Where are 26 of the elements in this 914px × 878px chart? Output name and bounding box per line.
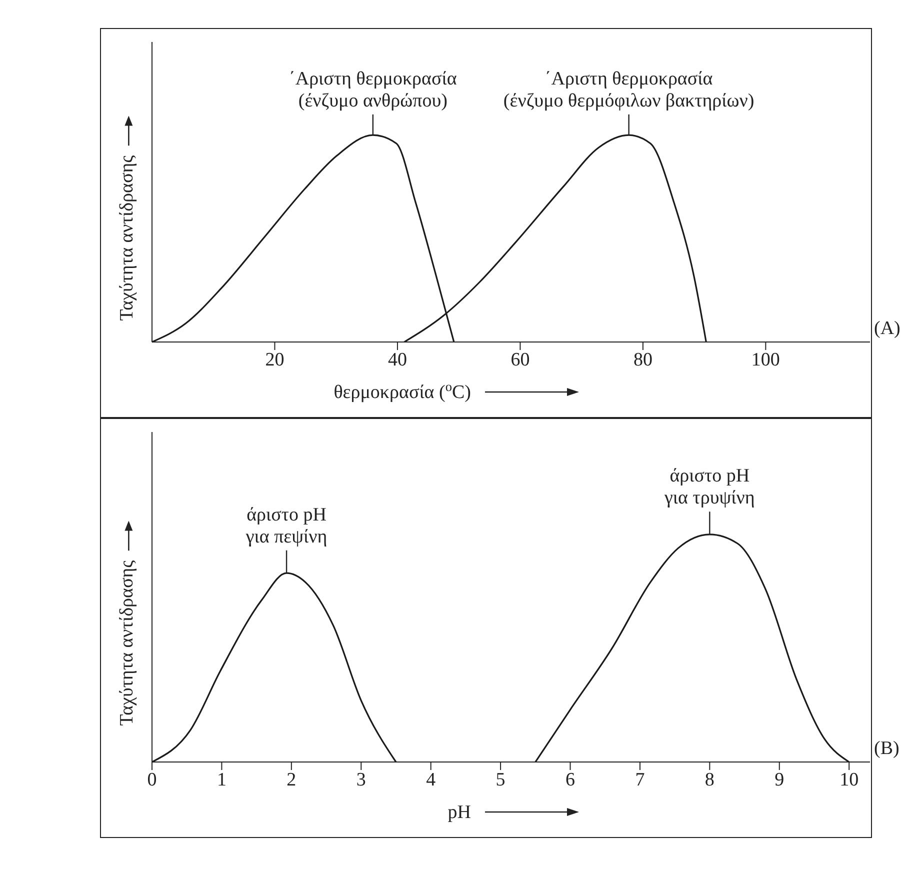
x-tick-label: 0	[147, 769, 157, 790]
text: (B)	[874, 738, 900, 760]
x-tick-label: 60	[510, 349, 530, 370]
x-axis-title: θερμοκρασία ($^{o}$C)	[334, 378, 471, 403]
text: (A)	[874, 318, 900, 340]
x-tick-label: 4	[426, 769, 436, 790]
x-tick-label: 3	[356, 769, 366, 790]
x-tick-label: 1	[216, 769, 226, 790]
annotation: ΄Αριστη θερμοκρασία (ένζυμο θερμόφιλων βακτηρίων)	[503, 68, 754, 112]
annotation: ΄Αριστη θερμοκρασία (ένζυμο ανθρώπου)	[289, 68, 457, 112]
annotation: άριστο pH για πεψίνη	[244, 504, 328, 548]
x-tick-label: 20	[265, 349, 284, 370]
x-tick-label: 2	[286, 769, 296, 790]
x-axis-title: pH	[448, 802, 472, 823]
annotation: άριστο pH για τρυψίνη	[664, 466, 755, 509]
x-tick-label: 100	[751, 349, 780, 370]
y-axis-title: Ταχύτητα αντίδρασης	[117, 155, 138, 321]
x-tick-label: 8	[704, 769, 714, 790]
y-axis-title: Ταχύτητα αντίδρασης	[117, 560, 138, 726]
x-tick-label: 6	[566, 769, 575, 790]
x-tick-label: 5	[496, 769, 506, 790]
x-tick-label: 7	[635, 769, 645, 790]
x-tick-label: 10	[840, 769, 859, 790]
x-tick-label: 80	[633, 349, 652, 370]
x-tick-label: 40	[388, 349, 407, 370]
x-tick-label: 9	[774, 769, 784, 790]
